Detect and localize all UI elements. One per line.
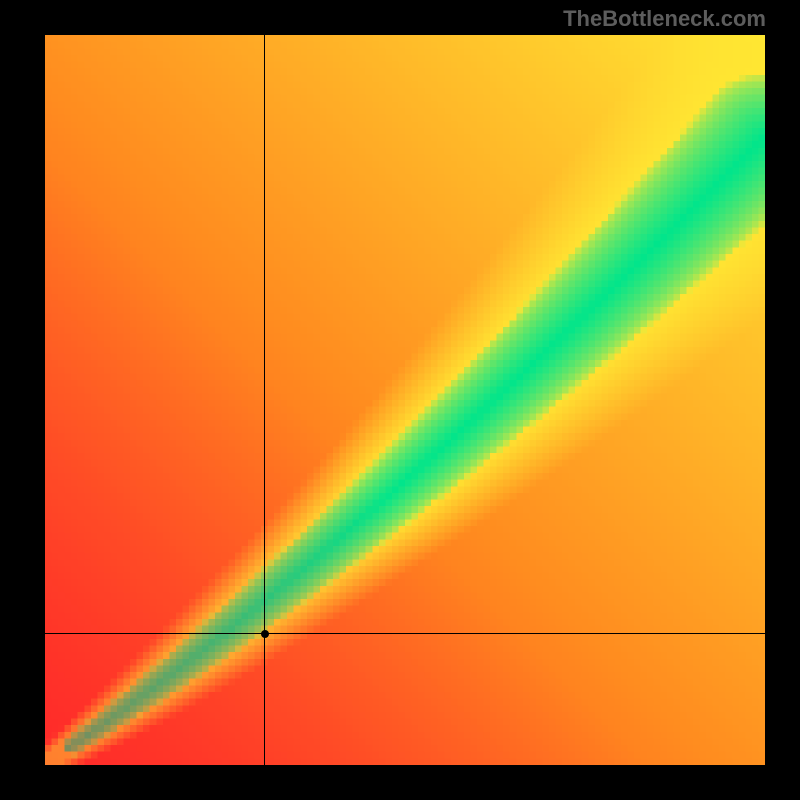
heatmap-plot	[45, 35, 765, 765]
crosshair-horizontal	[45, 633, 765, 634]
crosshair-dot	[261, 630, 269, 638]
watermark-text: TheBottleneck.com	[563, 6, 766, 32]
crosshair-vertical	[264, 35, 265, 765]
heatmap-canvas	[45, 35, 765, 765]
